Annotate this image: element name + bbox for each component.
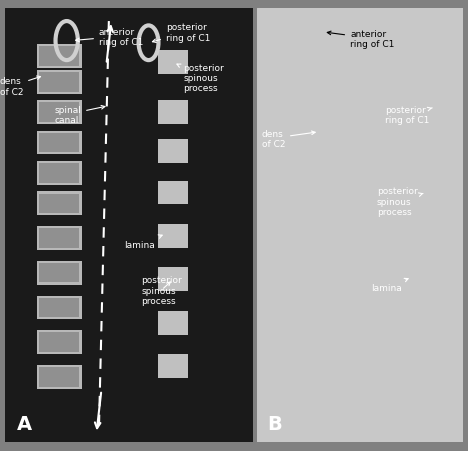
Text: dens
of C2: dens of C2 [262,129,315,148]
Bar [37,161,81,185]
Bar [37,296,81,320]
Text: B: B [268,414,283,433]
Bar [37,192,81,216]
Bar [159,311,188,335]
Text: anterior
ring of C1: anterior ring of C1 [76,28,143,47]
Bar [37,131,81,155]
Bar [39,47,79,66]
Text: posterior
spinous
process: posterior spinous process [141,276,182,305]
Text: lamina: lamina [124,235,162,249]
Bar [39,133,79,153]
Bar [159,354,188,378]
Bar [39,333,79,352]
Bar [159,181,188,205]
Text: spinal
canal: spinal canal [54,106,105,125]
Text: lamina: lamina [371,279,408,293]
Bar [159,268,188,291]
Bar [159,140,188,164]
Text: posterior
spinous
process: posterior spinous process [377,187,423,216]
Bar [39,298,79,318]
Bar [39,73,79,92]
Bar [37,45,81,69]
Text: A: A [17,414,32,433]
Text: posterior
ring of C1: posterior ring of C1 [385,106,432,125]
Bar [39,103,79,123]
Bar [39,263,79,283]
Bar [37,226,81,250]
Bar [37,331,81,354]
Bar [159,101,188,125]
Bar [37,261,81,285]
Bar [159,51,188,75]
Bar [39,164,79,183]
Bar [37,365,81,389]
Bar [37,101,81,125]
Bar [39,229,79,248]
Bar [39,194,79,214]
Text: anterior
ring of C1: anterior ring of C1 [327,30,395,49]
Bar [39,367,79,387]
Bar [37,71,81,95]
Text: posterior
spinous
process: posterior spinous process [177,64,224,93]
Text: dens
of C2: dens of C2 [0,77,41,97]
Bar [159,225,188,248]
Text: posterior
ring of C1: posterior ring of C1 [153,23,210,43]
